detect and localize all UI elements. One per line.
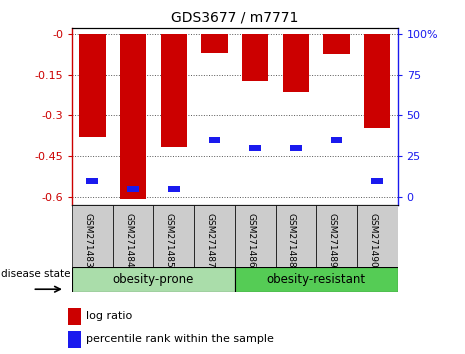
Bar xyxy=(168,186,180,192)
Bar xyxy=(249,145,261,151)
FancyBboxPatch shape xyxy=(235,205,275,267)
Bar xyxy=(201,34,228,53)
Bar xyxy=(364,34,391,128)
Bar xyxy=(86,178,99,184)
Bar xyxy=(242,34,268,81)
FancyBboxPatch shape xyxy=(194,205,235,267)
Bar xyxy=(160,34,187,147)
Text: GSM271488: GSM271488 xyxy=(287,213,296,268)
Text: GSM271489: GSM271489 xyxy=(327,213,337,268)
Text: GSM271485: GSM271485 xyxy=(165,213,174,268)
Text: percentile rank within the sample: percentile rank within the sample xyxy=(86,335,274,344)
Bar xyxy=(208,137,220,143)
Text: GSM271486: GSM271486 xyxy=(246,213,255,268)
Text: GSM271490: GSM271490 xyxy=(368,213,377,268)
Text: log ratio: log ratio xyxy=(86,312,133,321)
Text: obesity-prone: obesity-prone xyxy=(113,273,194,286)
FancyBboxPatch shape xyxy=(357,205,398,267)
Bar xyxy=(323,34,350,54)
Text: disease state: disease state xyxy=(1,269,71,279)
FancyBboxPatch shape xyxy=(153,205,194,267)
Bar xyxy=(331,137,343,143)
Text: GSM271484: GSM271484 xyxy=(124,213,133,267)
FancyBboxPatch shape xyxy=(72,267,235,292)
Text: GSM271487: GSM271487 xyxy=(206,213,214,268)
Bar xyxy=(68,308,81,325)
FancyBboxPatch shape xyxy=(113,205,153,267)
Bar xyxy=(68,331,81,348)
FancyBboxPatch shape xyxy=(316,205,357,267)
FancyBboxPatch shape xyxy=(275,205,316,267)
Bar xyxy=(371,178,383,184)
FancyBboxPatch shape xyxy=(235,267,398,292)
Bar xyxy=(79,34,106,137)
Bar xyxy=(127,186,139,192)
Bar xyxy=(120,34,146,199)
FancyBboxPatch shape xyxy=(72,205,113,267)
Bar xyxy=(283,34,309,92)
Text: GSM271483: GSM271483 xyxy=(83,213,93,268)
Title: GDS3677 / m7771: GDS3677 / m7771 xyxy=(171,10,299,24)
Text: obesity-resistant: obesity-resistant xyxy=(266,273,366,286)
Bar xyxy=(290,145,302,151)
